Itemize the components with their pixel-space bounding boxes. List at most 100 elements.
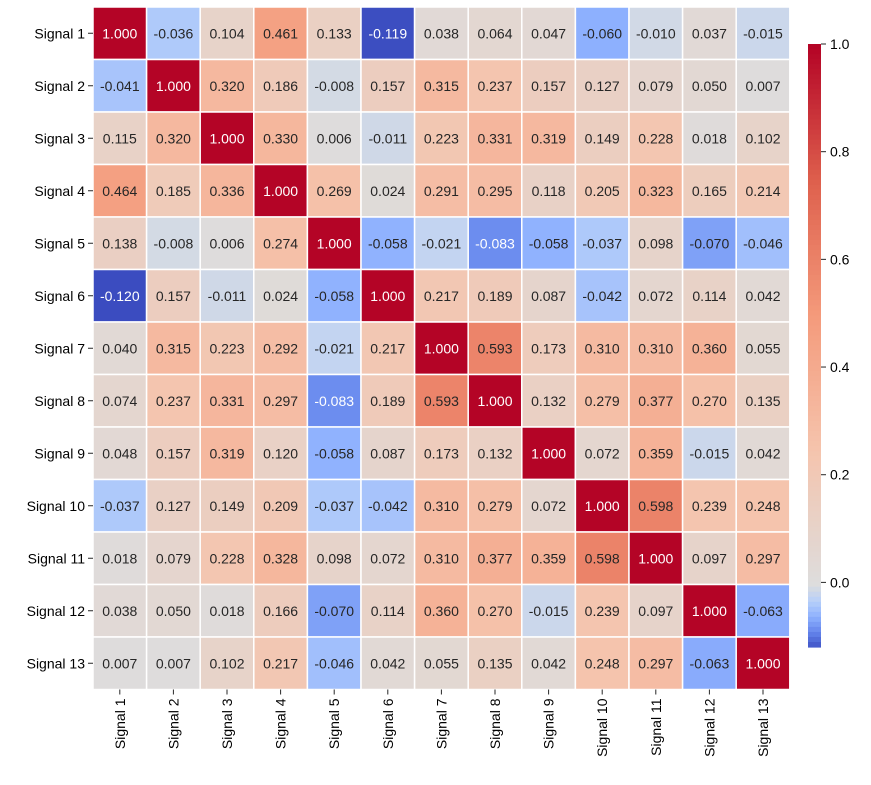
- heatmap-cell: [360, 58, 416, 113]
- x-tick-label: Signal 9: [541, 698, 557, 749]
- cell-value-label: 0.007: [102, 655, 137, 671]
- heatmap-cell: [735, 321, 791, 376]
- cell-value-label: 0.319: [531, 130, 566, 146]
- x-tick-label: Signal 3: [219, 698, 235, 749]
- cell-value-label: 0.006: [317, 130, 352, 146]
- cell-value-label: 0.149: [209, 498, 244, 514]
- cell-value-label: 0.072: [585, 445, 620, 461]
- heatmap-cell: [199, 111, 255, 166]
- colorbar-segment: [808, 621, 821, 628]
- cell-value-label: 0.104: [209, 25, 244, 41]
- colorbar-segment: [808, 285, 821, 291]
- colorbar-segment: [808, 360, 821, 367]
- cell-value-label: 0.237: [477, 78, 512, 94]
- heatmap-cell: [574, 268, 630, 323]
- colorbar-segment: [808, 601, 821, 608]
- colorbar-segment: [808, 375, 821, 382]
- colorbar-segment: [808, 310, 821, 316]
- heatmap-cell: [413, 321, 469, 376]
- colorbar-segment: [808, 481, 821, 487]
- heatmap-cell: [628, 163, 684, 218]
- heatmap-cell: [735, 373, 791, 428]
- colorbar-segment: [808, 159, 821, 166]
- cell-value-label: 0.007: [745, 78, 780, 94]
- colorbar-segment: [808, 626, 821, 633]
- cell-value-label: 0.138: [102, 235, 137, 251]
- cell-value-label: 0.593: [424, 393, 459, 409]
- colorbar-segment: [808, 164, 821, 171]
- y-tick-label: Signal 6: [34, 288, 85, 304]
- heatmap-cell: [413, 583, 469, 638]
- cell-value-label: -0.063: [690, 655, 730, 671]
- colorbar-segment: [808, 189, 821, 196]
- heatmap-cell: [574, 58, 630, 113]
- heatmap-cell: [253, 426, 309, 481]
- cell-value-label: 0.315: [156, 340, 191, 356]
- y-tick-label: Signal 5: [34, 235, 85, 251]
- heatmap-cell: [467, 531, 523, 586]
- y-tick-label: Signal 13: [27, 655, 86, 671]
- cell-value-label: 0.157: [531, 78, 566, 94]
- colorbar-segment: [808, 616, 821, 623]
- heatmap-cell: [360, 636, 416, 691]
- cell-value-label: 0.310: [424, 498, 459, 514]
- cell-value-label: 0.132: [477, 445, 512, 461]
- colorbar-segment: [808, 446, 821, 452]
- heatmap-cell: [145, 111, 201, 166]
- colorbar-segment: [808, 234, 821, 241]
- heatmap-cell: [681, 216, 737, 271]
- cell-value-label: 1.000: [156, 78, 191, 94]
- y-tick-label: Signal 9: [34, 445, 85, 461]
- cell-value-label: 0.189: [370, 393, 405, 409]
- cell-value-label: 0.279: [585, 393, 620, 409]
- colorbar-segment: [808, 79, 821, 85]
- colorbar-segment: [808, 199, 821, 206]
- colorbar-segment: [808, 89, 821, 95]
- colorbar-segment: [808, 144, 821, 151]
- colorbar-segment: [808, 521, 821, 527]
- cell-value-label: 0.102: [745, 130, 780, 146]
- cell-value-label: 0.359: [638, 445, 673, 461]
- cell-value-label: -0.010: [636, 25, 676, 41]
- cell-value-label: 1.000: [209, 130, 244, 146]
- heatmap-cell: [628, 268, 684, 323]
- cell-value-label: 0.042: [745, 445, 780, 461]
- colorbar-segment: [808, 119, 821, 125]
- cell-value-label: 0.315: [424, 78, 459, 94]
- cell-value-label: 0.189: [477, 288, 512, 304]
- colorbar-segment: [808, 305, 821, 311]
- heatmap-cell: [92, 636, 148, 691]
- colorbar-segment: [808, 466, 821, 472]
- heatmap-cell: [145, 216, 201, 271]
- colorbar-segment: [808, 385, 821, 392]
- colorbar-segment: [808, 275, 821, 281]
- heatmap-cell: [253, 321, 309, 376]
- colorbar-segment: [808, 154, 821, 161]
- cell-value-label: 0.319: [209, 445, 244, 461]
- heatmap-cell: [735, 636, 791, 691]
- heatmap-cell: [360, 321, 416, 376]
- heatmap-cell: [574, 636, 630, 691]
- colorbar-segment: [808, 179, 821, 186]
- cell-value-label: -0.011: [368, 130, 407, 146]
- colorbar-segment: [808, 315, 821, 321]
- heatmap-cell: [92, 268, 148, 323]
- colorbar-segment: [808, 461, 821, 467]
- colorbar-segment: [808, 224, 821, 231]
- cell-value-label: 0.118: [532, 183, 566, 199]
- cell-value-label: 0.072: [370, 550, 405, 566]
- cell-value-label: -0.021: [314, 340, 354, 356]
- heatmap-cell: [521, 58, 577, 113]
- heatmap-cell: [253, 478, 309, 533]
- heatmap-cell: [413, 373, 469, 428]
- cell-value-label: -0.058: [314, 445, 354, 461]
- colorbar-segment: [808, 556, 821, 563]
- cell-value-label: 0.114: [692, 288, 726, 304]
- colorbar-segment: [808, 174, 821, 181]
- colorbar-segment: [808, 74, 821, 80]
- colorbar-segment: [808, 611, 821, 618]
- cell-value-label: -0.037: [314, 498, 354, 514]
- colorbar-segment: [808, 355, 821, 362]
- cell-value-label: 0.007: [156, 655, 191, 671]
